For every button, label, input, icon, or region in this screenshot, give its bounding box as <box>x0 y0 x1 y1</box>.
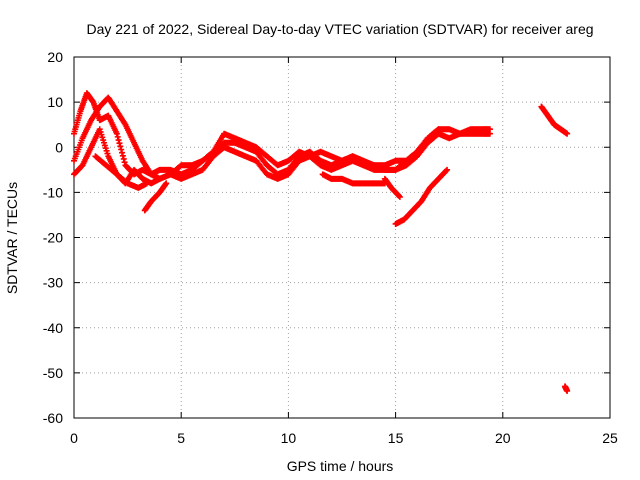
data-point <box>396 193 403 200</box>
y-ticks: -60 -50 -40 -30 -20 -10 0 10 20 <box>43 49 610 426</box>
data-point <box>443 167 450 174</box>
series-track-e <box>141 180 170 214</box>
x-ticks: 0 5 10 15 20 25 <box>70 57 618 446</box>
y-tick-label: -10 <box>43 184 63 200</box>
x-tick-label: 15 <box>388 430 404 446</box>
data-point <box>119 152 126 159</box>
y-tick-label: -30 <box>43 275 63 291</box>
data-point <box>434 127 441 134</box>
chart-title: Day 221 of 2022, Sidereal Day-to-day VTE… <box>86 21 593 37</box>
data-point <box>115 137 122 144</box>
data-point <box>444 166 451 173</box>
data-point <box>143 180 150 187</box>
data-point <box>114 133 121 140</box>
x-tick-label: 0 <box>70 430 78 446</box>
data-point <box>564 387 571 394</box>
series-track-j <box>561 383 571 394</box>
data-point <box>113 130 120 137</box>
x-tick-label: 5 <box>177 430 185 446</box>
x-tick-label: 20 <box>495 430 511 446</box>
data-point <box>119 149 126 156</box>
x-tick-label: 25 <box>602 430 618 446</box>
data-point <box>121 159 128 166</box>
y-tick-label: 0 <box>55 139 63 155</box>
x-tick-label: 10 <box>281 430 297 446</box>
data-point <box>163 180 170 187</box>
data-point <box>117 143 124 150</box>
grid-lines <box>74 57 610 418</box>
series-track-f <box>319 171 388 187</box>
data-point <box>118 146 125 153</box>
y-tick-label: -40 <box>43 320 63 336</box>
x-axis-label: GPS time / hours <box>287 458 394 474</box>
y-tick-label: -60 <box>43 410 63 426</box>
data-point <box>564 130 571 137</box>
data-point <box>435 126 442 133</box>
series-track-d <box>92 153 150 191</box>
y-axis-label: SDTVAR / TECUs <box>4 182 20 294</box>
y-tick-label: 10 <box>47 94 63 110</box>
y-tick-label: -50 <box>43 365 63 381</box>
data-point <box>120 155 127 162</box>
series-track-h <box>392 166 451 227</box>
data-point <box>486 130 493 137</box>
y-tick-label: -20 <box>43 230 63 246</box>
series-track-i <box>538 103 571 137</box>
data-point <box>396 192 403 199</box>
data-point <box>116 140 123 147</box>
y-tick-label: 20 <box>47 49 63 65</box>
series-track-g <box>381 175 403 200</box>
data-points <box>71 90 571 394</box>
